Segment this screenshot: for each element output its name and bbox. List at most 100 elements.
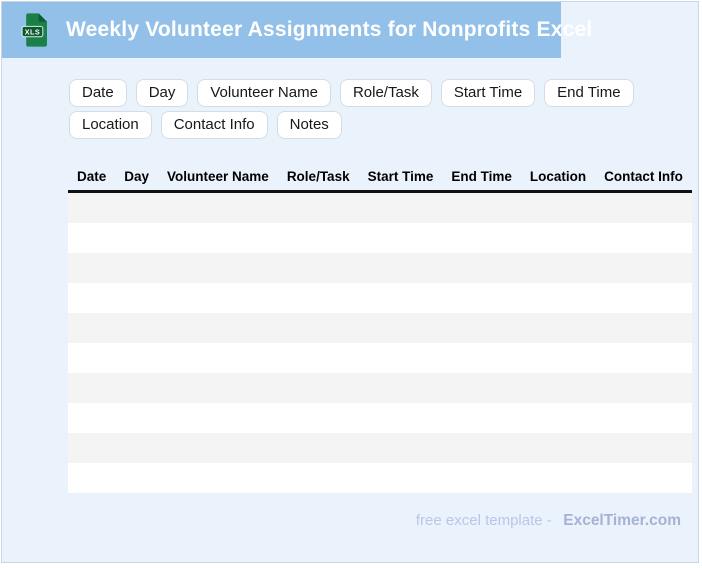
- chip-volunteer-name[interactable]: Volunteer Name: [197, 79, 331, 107]
- empty-cell: [595, 192, 692, 224]
- empty-cell: [68, 253, 115, 283]
- empty-cell: [595, 283, 692, 313]
- empty-cell: [278, 223, 359, 253]
- empty-cell: [359, 463, 443, 493]
- empty-cell: [595, 343, 692, 373]
- empty-cell: [115, 343, 158, 373]
- chip-end-time[interactable]: End Time: [544, 79, 634, 107]
- chip-day[interactable]: Day: [135, 79, 189, 107]
- empty-cell: [521, 403, 595, 433]
- empty-cell: [68, 433, 115, 463]
- empty-cell: [158, 223, 278, 253]
- empty-cell: [359, 253, 443, 283]
- empty-cell: [158, 283, 278, 313]
- empty-cell: [442, 313, 521, 343]
- empty-cell: [115, 373, 158, 403]
- column-header-end-time: End Time: [451, 168, 512, 184]
- xls-label-text: XLS: [25, 27, 40, 36]
- empty-cell: [442, 343, 521, 373]
- empty-cell: [359, 192, 443, 224]
- empty-cell: [278, 283, 359, 313]
- empty-cell: [68, 463, 115, 493]
- empty-cell: [442, 403, 521, 433]
- empty-cell: [278, 192, 359, 224]
- empty-cell: [115, 403, 158, 433]
- empty-cell: [595, 373, 692, 403]
- table-row: [68, 253, 692, 283]
- table-header-row: Date Day Volunteer Name Role/Task Start Time…: [68, 162, 692, 192]
- empty-cell: [442, 223, 521, 253]
- empty-cell: [158, 192, 278, 224]
- empty-cell: [158, 403, 278, 433]
- empty-cell: [359, 343, 443, 373]
- empty-cell: [68, 192, 115, 224]
- empty-cell: [68, 223, 115, 253]
- empty-cell: [521, 192, 595, 224]
- chip-notes[interactable]: Notes: [276, 111, 342, 139]
- empty-cell: [442, 253, 521, 283]
- empty-cell: [442, 373, 521, 403]
- page-title: Weekly Volunteer Assignments for Nonprof…: [66, 18, 593, 41]
- column-header-contact-info: Contact Info: [604, 168, 683, 184]
- empty-cell: [521, 313, 595, 343]
- table-row: [68, 283, 692, 313]
- empty-cell: [595, 403, 692, 433]
- empty-cell: [521, 433, 595, 463]
- empty-cell: [595, 313, 692, 343]
- empty-cell: [158, 433, 278, 463]
- xls-file-icon: XLS: [21, 13, 47, 47]
- column-header-date: Date: [77, 168, 107, 184]
- empty-cell: [278, 463, 359, 493]
- empty-cell: [158, 253, 278, 283]
- table-body: [68, 191, 692, 493]
- empty-cell: [521, 373, 595, 403]
- column-header-day: Day: [124, 168, 150, 184]
- empty-cell: [521, 463, 595, 493]
- footer-brand-link[interactable]: ExcelTimer.com: [563, 512, 681, 529]
- table-row: [68, 223, 692, 253]
- header-banner: XLS Weekly Volunteer Assignments for Non…: [2, 2, 592, 58]
- chip-start-time[interactable]: Start Time: [440, 79, 536, 107]
- column-chips: Date Day Volunteer Name Role/Task Start Time…: [69, 79, 669, 139]
- empty-cell: [442, 192, 521, 224]
- xls-label-band: [21, 25, 44, 38]
- folded-corner: [38, 13, 47, 22]
- table-row: [68, 191, 692, 224]
- empty-cell: [158, 343, 278, 373]
- empty-cell: [359, 403, 443, 433]
- empty-cell: [115, 433, 158, 463]
- chip-contact-info[interactable]: Contact Info: [160, 111, 268, 139]
- empty-cell: [115, 192, 158, 224]
- chip-role-task[interactable]: Role/Task: [339, 79, 432, 107]
- empty-cell: [442, 463, 521, 493]
- empty-cell: [68, 403, 115, 433]
- empty-cell: [278, 253, 359, 283]
- empty-cell: [278, 403, 359, 433]
- empty-cell: [359, 433, 443, 463]
- empty-cell: [359, 223, 443, 253]
- chip-date[interactable]: Date: [69, 79, 127, 107]
- column-header-start-time: Start Time: [367, 168, 434, 184]
- empty-cell: [278, 433, 359, 463]
- empty-cell: [68, 373, 115, 403]
- column-header-volunteer-name: Volunteer Name: [167, 168, 269, 184]
- footer-label: free excel template -: [415, 512, 552, 529]
- empty-cell: [595, 223, 692, 253]
- empty-cell: [359, 373, 443, 403]
- column-header-role-task: Role/Task: [286, 168, 350, 184]
- empty-cell: [442, 433, 521, 463]
- empty-cell: [442, 283, 521, 313]
- table-row: [68, 403, 692, 433]
- empty-cell: [115, 253, 158, 283]
- empty-cell: [595, 253, 692, 283]
- empty-cell: [359, 313, 443, 343]
- table-row: [68, 433, 692, 463]
- empty-cell: [521, 283, 595, 313]
- empty-cell: [595, 463, 692, 493]
- table-row: [68, 313, 692, 343]
- chip-location[interactable]: Location: [69, 111, 152, 139]
- footer: free excel template - ExcelTimer.com: [68, 512, 681, 530]
- empty-cell: [68, 283, 115, 313]
- empty-cell: [278, 373, 359, 403]
